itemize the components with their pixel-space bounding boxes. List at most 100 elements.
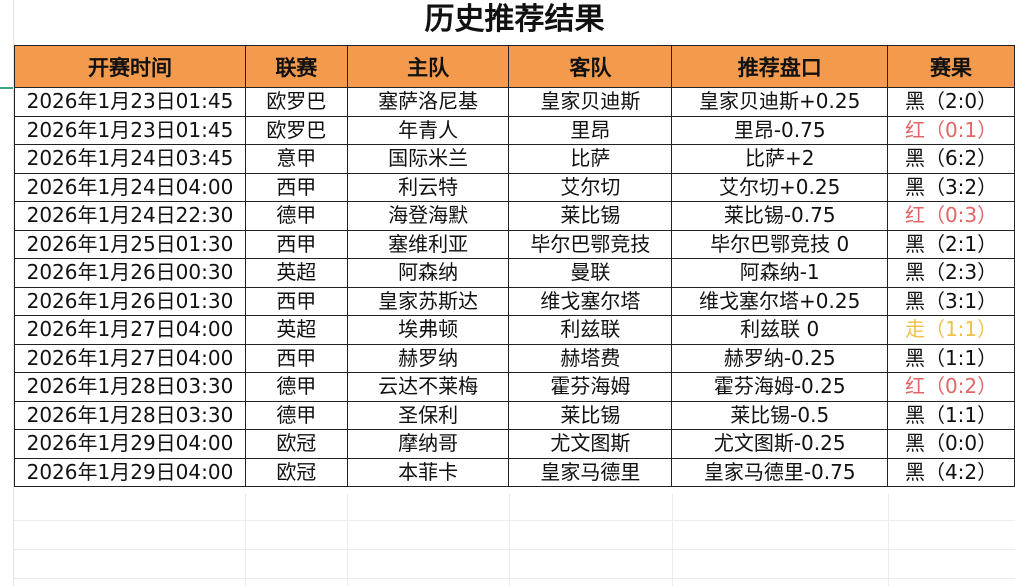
cell-result[interactable]: 红（0:1） <box>887 115 1015 145</box>
cell-home[interactable]: 赫罗纳 <box>346 343 510 373</box>
cell-pick[interactable]: 毕尔巴鄂竞技 0 <box>671 229 889 259</box>
cell-pick[interactable]: 莱比锡-0.5 <box>671 400 889 430</box>
table-row: 2026年1月28日03:30 德甲 圣保利 莱比锡 莱比锡-0.5 黑（1:1） <box>14 400 1015 430</box>
cell-home[interactable]: 皇家苏斯达 <box>346 286 510 316</box>
cell-home[interactable]: 国际米兰 <box>346 144 510 174</box>
cell-away[interactable]: 皇家贝迪斯 <box>508 87 673 117</box>
cell-home[interactable]: 本菲卡 <box>346 457 510 487</box>
cell-pick[interactable]: 赫罗纳-0.25 <box>671 343 889 373</box>
cell-away[interactable]: 艾尔切 <box>508 172 673 202</box>
selected-row-marker <box>0 87 13 89</box>
cell-league[interactable]: 西甲 <box>244 286 348 316</box>
table-row: 2026年1月23日01:45 欧罗巴 塞萨洛尼基 皇家贝迪斯 皇家贝迪斯+0.25 黑（… <box>14 87 1015 117</box>
col-header-pick[interactable]: 推荐盘口 <box>671 45 889 88</box>
cell-league[interactable]: 欧冠 <box>244 457 348 487</box>
cell-league[interactable]: 西甲 <box>244 343 348 373</box>
cell-pick[interactable]: 比萨+2 <box>671 144 889 174</box>
grid-line <box>672 494 673 586</box>
table-row: 2026年1月28日03:30 德甲 云达不莱梅 霍芬海姆 霍芬海姆-0.25 红（0:2… <box>14 372 1015 402</box>
cell-result[interactable]: 红（0:3） <box>887 201 1015 231</box>
cell-time[interactable]: 2026年1月23日01:45 <box>14 115 246 145</box>
cell-home[interactable]: 圣保利 <box>346 400 510 430</box>
cell-away[interactable]: 比萨 <box>508 144 673 174</box>
cell-pick[interactable]: 阿森纳-1 <box>671 258 889 288</box>
cell-home[interactable]: 阿森纳 <box>346 258 510 288</box>
cell-time[interactable]: 2026年1月25日01:30 <box>14 229 246 259</box>
cell-result[interactable]: 黑（3:2） <box>887 172 1015 202</box>
cell-home[interactable]: 年青人 <box>346 115 510 145</box>
cell-league[interactable]: 英超 <box>244 315 348 345</box>
cell-away[interactable]: 莱比锡 <box>508 400 673 430</box>
cell-result[interactable]: 黑（1:1） <box>887 400 1015 430</box>
cell-time[interactable]: 2026年1月27日04:00 <box>14 315 246 345</box>
cell-league[interactable]: 西甲 <box>244 229 348 259</box>
cell-league[interactable]: 欧冠 <box>244 429 348 459</box>
col-header-result[interactable]: 赛果 <box>887 45 1015 88</box>
cell-league[interactable]: 德甲 <box>244 372 348 402</box>
cell-result[interactable]: 黑（3:1） <box>887 286 1015 316</box>
cell-time[interactable]: 2026年1月28日03:30 <box>14 400 246 430</box>
cell-time[interactable]: 2026年1月29日04:00 <box>14 429 246 459</box>
col-header-home[interactable]: 主队 <box>346 45 510 88</box>
cell-league[interactable]: 英超 <box>244 258 348 288</box>
cell-time[interactable]: 2026年1月26日01:30 <box>14 286 246 316</box>
grid-line <box>245 494 246 586</box>
col-header-time[interactable]: 开赛时间 <box>14 45 246 88</box>
cell-league[interactable]: 欧罗巴 <box>244 87 348 117</box>
cell-time[interactable]: 2026年1月24日22:30 <box>14 201 246 231</box>
cell-league[interactable]: 德甲 <box>244 201 348 231</box>
cell-result[interactable]: 黑（2:3） <box>887 258 1015 288</box>
cell-time[interactable]: 2026年1月29日04:00 <box>14 457 246 487</box>
cell-time[interactable]: 2026年1月24日03:45 <box>14 144 246 174</box>
table-row: 2026年1月27日04:00 英超 埃弗顿 利兹联 利兹联 0 走（1:1） <box>14 315 1015 345</box>
cell-home[interactable]: 塞萨洛尼基 <box>346 87 510 117</box>
table-row: 2026年1月24日03:45 意甲 国际米兰 比萨 比萨+2 黑（6:2） <box>14 144 1015 174</box>
col-header-league[interactable]: 联赛 <box>244 45 348 88</box>
cell-pick[interactable]: 莱比锡-0.75 <box>671 201 889 231</box>
cell-away[interactable]: 曼联 <box>508 258 673 288</box>
cell-pick[interactable]: 尤文图斯-0.25 <box>671 429 889 459</box>
cell-pick[interactable]: 艾尔切+0.25 <box>671 172 889 202</box>
cell-pick[interactable]: 利兹联 0 <box>671 315 889 345</box>
cell-home[interactable]: 摩纳哥 <box>346 429 510 459</box>
cell-result[interactable]: 走（1:1） <box>887 315 1015 345</box>
cell-home[interactable]: 埃弗顿 <box>346 315 510 345</box>
table-row: 2026年1月23日01:45 欧罗巴 年青人 里昂 里昂-0.75 红（0:1） <box>14 115 1015 145</box>
cell-away[interactable]: 尤文图斯 <box>508 429 673 459</box>
grid-line <box>509 494 510 586</box>
cell-pick[interactable]: 皇家贝迪斯+0.25 <box>671 87 889 117</box>
cell-time[interactable]: 2026年1月23日01:45 <box>14 87 246 117</box>
cell-result[interactable]: 黑（4:2） <box>887 457 1015 487</box>
cell-home[interactable]: 利云特 <box>346 172 510 202</box>
cell-result[interactable]: 红（0:2） <box>887 372 1015 402</box>
cell-pick[interactable]: 霍芬海姆-0.25 <box>671 372 889 402</box>
cell-league[interactable]: 德甲 <box>244 400 348 430</box>
cell-time[interactable]: 2026年1月28日03:30 <box>14 372 246 402</box>
cell-away[interactable]: 皇家马德里 <box>508 457 673 487</box>
col-header-away[interactable]: 客队 <box>508 45 673 88</box>
cell-result[interactable]: 黑（6:2） <box>887 144 1015 174</box>
cell-time[interactable]: 2026年1月26日00:30 <box>14 258 246 288</box>
cell-league[interactable]: 西甲 <box>244 172 348 202</box>
cell-pick[interactable]: 维戈塞尔塔+0.25 <box>671 286 889 316</box>
cell-away[interactable]: 毕尔巴鄂竞技 <box>508 229 673 259</box>
cell-time[interactable]: 2026年1月24日04:00 <box>14 172 246 202</box>
cell-home[interactable]: 云达不莱梅 <box>346 372 510 402</box>
cell-league[interactable]: 意甲 <box>244 144 348 174</box>
cell-away[interactable]: 利兹联 <box>508 315 673 345</box>
cell-away[interactable]: 里昂 <box>508 115 673 145</box>
cell-league[interactable]: 欧罗巴 <box>244 115 348 145</box>
cell-result[interactable]: 黑（2:1） <box>887 229 1015 259</box>
cell-result[interactable]: 黑（2:0） <box>887 87 1015 117</box>
cell-home[interactable]: 海登海默 <box>346 201 510 231</box>
cell-result[interactable]: 黑（0:0） <box>887 429 1015 459</box>
cell-away[interactable]: 霍芬海姆 <box>508 372 673 402</box>
cell-home[interactable]: 塞维利亚 <box>346 229 510 259</box>
cell-away[interactable]: 维戈塞尔塔 <box>508 286 673 316</box>
cell-away[interactable]: 赫塔费 <box>508 343 673 373</box>
cell-pick[interactable]: 里昂-0.75 <box>671 115 889 145</box>
cell-pick[interactable]: 皇家马德里-0.75 <box>671 457 889 487</box>
cell-away[interactable]: 莱比锡 <box>508 201 673 231</box>
cell-time[interactable]: 2026年1月27日04:00 <box>14 343 246 373</box>
cell-result[interactable]: 黑（1:1） <box>887 343 1015 373</box>
